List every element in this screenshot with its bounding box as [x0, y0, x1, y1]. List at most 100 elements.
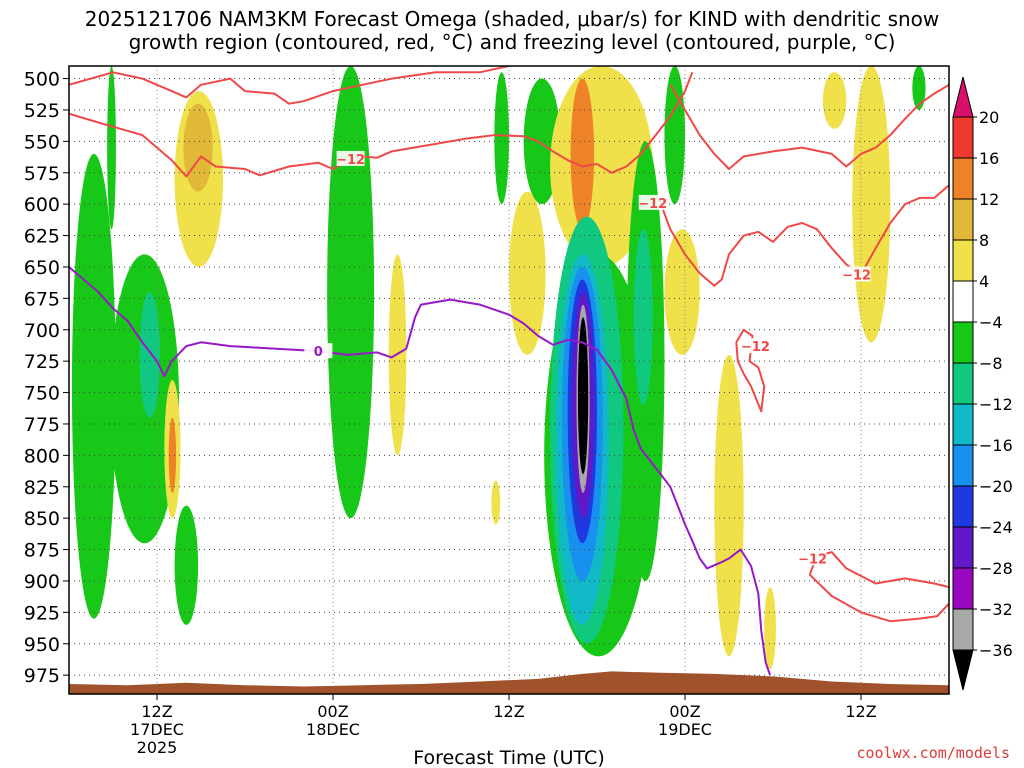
- colorbar: 20 16 12 8 4 −4 −8 −12 −16 −20 −24 −28 −32 −36: [952, 76, 1013, 691]
- freezing-level-contour: [69, 266, 772, 676]
- colorbar-label: −16: [979, 436, 1013, 455]
- colorbar-label: 8: [979, 231, 989, 250]
- contours-layer: −12 −12 −12 −12 −12 0: [69, 66, 949, 676]
- y-tick-label: 875: [24, 540, 60, 562]
- dgz-contour-label-bg: [842, 266, 871, 282]
- colorbar-label: 4: [979, 272, 989, 291]
- colorbar-label: −20: [979, 477, 1013, 496]
- colorbar-segment: [952, 403, 974, 446]
- x-tick-date-label: 17DEC: [130, 720, 184, 739]
- colorbar-label: −12: [979, 395, 1013, 414]
- y-tick-label: 975: [24, 665, 60, 687]
- colorbar-label: −4: [979, 313, 1003, 332]
- colorbar-label: −28: [979, 559, 1013, 578]
- dgz-contour-line: [669, 83, 949, 170]
- omega-region: [491, 480, 501, 525]
- dgz-contour-label-bg: [798, 550, 827, 566]
- y-tick-label: 825: [24, 477, 60, 499]
- gridlines: [69, 66, 949, 694]
- colorbar-label: 20: [979, 108, 999, 127]
- omega-region: [508, 191, 546, 355]
- dgz-contour-label-bg: [638, 194, 667, 210]
- x-tick-date-label: 18DEC: [306, 720, 360, 739]
- colorbar-top-triangle: [952, 76, 974, 118]
- colorbar-segment: [952, 362, 974, 405]
- dgz-contour-label-bg: [741, 338, 770, 354]
- colorbar-label: −8: [979, 354, 1003, 373]
- omega-region: [570, 78, 595, 230]
- x-tick-label: 00Z: [669, 702, 700, 721]
- colorbar-label: −24: [979, 518, 1013, 537]
- dgz-contour-label: −12: [842, 268, 871, 283]
- omega-region: [183, 103, 213, 192]
- x-tick-date-label: 19DEC: [658, 720, 712, 739]
- dgz-contour-label: −12: [741, 340, 770, 355]
- y-tick-label: 650: [24, 257, 60, 279]
- chart-title-line-1: 2025121706 NAM3KM Forecast Omega (shaded…: [84, 7, 940, 31]
- colorbar-segment: [952, 608, 974, 651]
- dgz-contour-label: −12: [798, 552, 827, 567]
- colorbar-segment: [952, 157, 974, 200]
- y-tick-label: 550: [24, 131, 60, 153]
- x-tick-label: 00Z: [317, 702, 348, 721]
- colorbar-segment: [952, 526, 974, 569]
- colorbar-segment: [952, 280, 974, 323]
- y-tick-label: 500: [24, 69, 60, 91]
- omega-region: [107, 66, 116, 230]
- x-tick-year-label: 2025: [137, 738, 178, 757]
- omega-region: [174, 505, 199, 625]
- colorbar-bottom-triangle: [952, 649, 974, 691]
- omega-region: [714, 354, 744, 657]
- y-tick-label: 625: [24, 226, 60, 248]
- colorbar-label: 12: [979, 190, 999, 209]
- dgz-contour-label: −12: [336, 153, 365, 168]
- colorbar-segment: [952, 485, 974, 528]
- omega-region: [139, 292, 160, 418]
- y-tick-label: 775: [24, 414, 60, 436]
- chart-title-line-2: growth region (contoured, red, °C) and f…: [128, 30, 896, 54]
- y-tick-label: 675: [24, 288, 60, 310]
- dgz-contour-line: [657, 184, 949, 287]
- freezing-contour-label-bg: [304, 343, 333, 359]
- y-tick-label: 600: [24, 194, 60, 216]
- omega-region: [494, 72, 509, 205]
- x-tick-label: 12Z: [493, 702, 524, 721]
- dgz-contour-label: −12: [638, 197, 667, 212]
- x-axis-label: Forecast Time (UTC): [413, 747, 604, 768]
- y-tick-label: 850: [24, 508, 60, 530]
- colorbar-segment: [952, 116, 974, 159]
- dgz-contour-line: [809, 573, 949, 623]
- dgz-contour-label-bg: [336, 150, 365, 166]
- colorbar-label: −32: [979, 600, 1013, 619]
- dgz-contour-line: [69, 71, 694, 178]
- omega-region: [577, 317, 589, 475]
- freezing-contour-label: 0: [314, 345, 323, 360]
- omega-region: [912, 66, 926, 110]
- dgz-contour-line: [69, 66, 510, 105]
- colorbar-segment: [952, 567, 974, 610]
- y-tick-label: 750: [24, 383, 60, 405]
- colorbar-segment: [952, 239, 974, 282]
- omega-shading-layer: [69, 66, 949, 694]
- y-tick-label: 950: [24, 634, 60, 656]
- y-tick-label: 575: [24, 163, 60, 185]
- omega-region: [327, 66, 375, 519]
- x-tick-label: 12Z: [845, 702, 876, 721]
- y-tick-label: 925: [24, 602, 60, 624]
- omega-region: [168, 417, 177, 494]
- omega-region: [71, 153, 116, 619]
- y-tick-label: 700: [24, 320, 60, 342]
- x-tick-label: 12Z: [141, 702, 172, 721]
- omega-region: [664, 66, 685, 205]
- colorbar-label: −36: [979, 641, 1013, 660]
- terrain-band: [69, 671, 949, 694]
- colorbar-label: 16: [979, 149, 999, 168]
- colorbar-segment: [952, 198, 974, 241]
- colorbar-segment: [952, 444, 974, 487]
- omega-region: [822, 72, 847, 129]
- credit-text: coolwx.com/models: [856, 744, 1010, 762]
- colorbar-segment: [952, 321, 974, 364]
- y-tick-label: 900: [24, 571, 60, 593]
- axes: 500 525 550 575 600 625 650 675 700 725 750 775 800 8…: [24, 65, 950, 768]
